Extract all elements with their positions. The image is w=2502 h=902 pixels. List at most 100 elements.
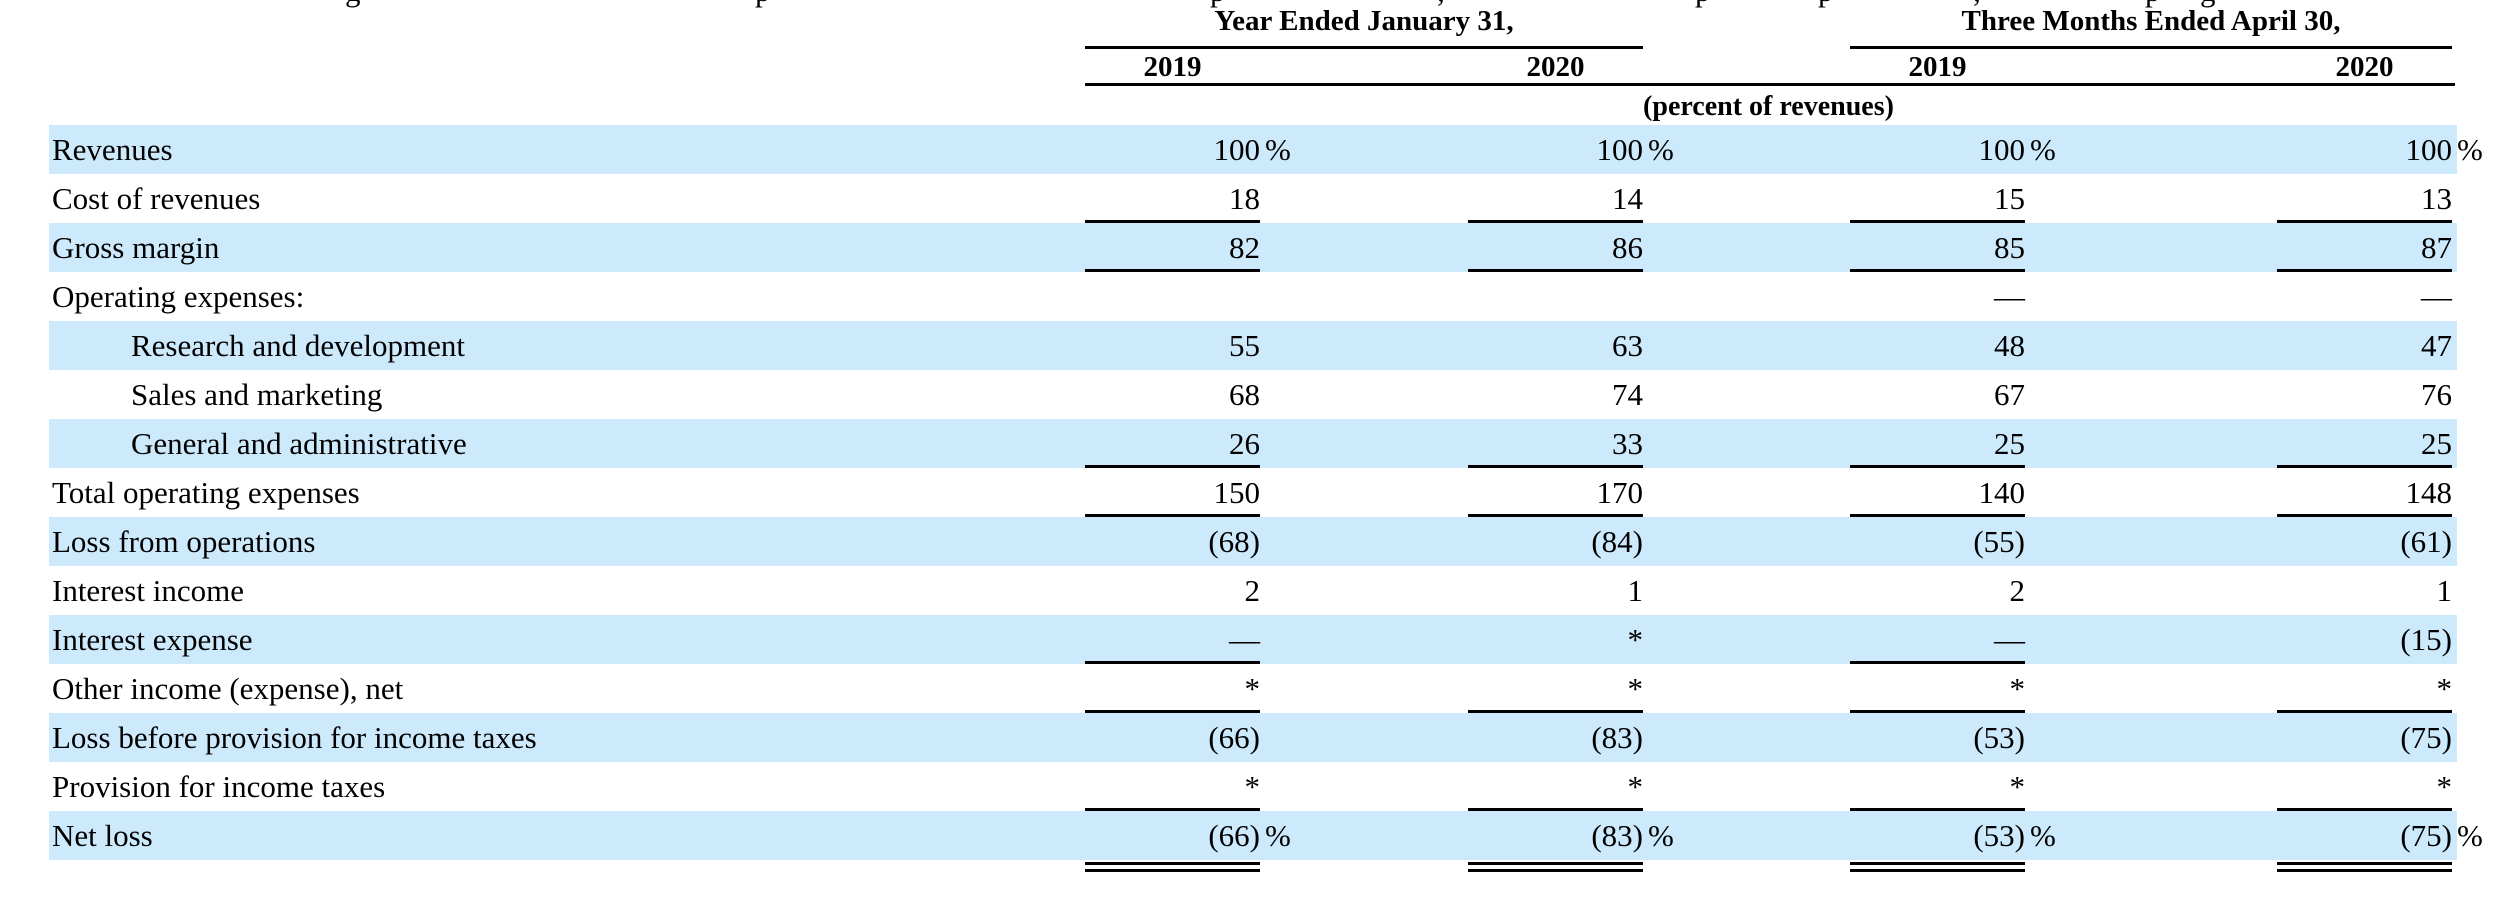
year-column-header: 2019 (1908, 51, 1967, 83)
value-cell: * (1085, 664, 1260, 713)
partial-glyph: , (1437, 0, 1445, 9)
partial-glyph: p (2145, 0, 2161, 9)
table-row: Loss from operations (68) (84) (55) (61) (0, 517, 2502, 566)
cell-value: 100 (1596, 132, 1644, 167)
value-cell: 100% (1468, 125, 1674, 174)
row-label: Research and development (131, 328, 465, 363)
row-label: Provision for income taxes (52, 769, 386, 804)
cell-value: — (1994, 279, 2025, 314)
cell-value: 67 (1994, 377, 2025, 412)
cell-value: 100 (1213, 132, 1261, 167)
row-label: Cost of revenues (52, 181, 261, 216)
table-row: Operating expenses: — — (0, 272, 2502, 321)
cell-value: 85 (1994, 230, 2025, 265)
value-cell: 76 (2277, 370, 2452, 419)
cell-value: 63 (1612, 328, 1643, 363)
cell-value: — (1229, 622, 1260, 657)
single-rule (1085, 465, 1260, 468)
cell-value: 48 (1994, 328, 2025, 363)
column-group-header-three-months: Three Months Ended April 30, (1961, 5, 2341, 37)
value-cell: (53)% (1850, 811, 2056, 872)
value-cell: 33 (1468, 419, 1643, 468)
row-label: Interest expense (52, 622, 253, 657)
cell-value: 2 (2009, 573, 2026, 608)
single-rule (1468, 710, 1643, 713)
table-row: Sales and marketing 68 74 67 76 (0, 370, 2502, 419)
cell-value: 87 (2421, 230, 2452, 265)
value-cell: 14 (1468, 174, 1643, 223)
cell-value: 55 (1229, 328, 1260, 363)
clipped-text-remnant: g p p, p p, p g (0, 0, 2502, 12)
column-group-header-year-ended: Year Ended January 31, (1214, 5, 1514, 37)
row-label: Net loss (52, 818, 153, 853)
table-row: Total operating expenses 150 170 140 148 (0, 468, 2502, 517)
row-highlight (49, 321, 2457, 370)
cell-value: (15) (2400, 622, 2452, 657)
percent-sign: % (2457, 818, 2483, 853)
cell-value: 68 (1229, 377, 1260, 412)
value-cell: 87 (2277, 223, 2452, 272)
double-rule (1850, 869, 2025, 872)
cell-value: * (1627, 622, 1644, 657)
table-row: Net loss (66)% (83)% (53)% (75)% (0, 811, 2502, 872)
table-row: Provision for income taxes * * * * (0, 762, 2502, 811)
cell-value: (66) (1208, 818, 1260, 853)
value-cell: * (1850, 762, 2025, 811)
table-row: Cost of revenues 18 14 15 13 (0, 174, 2502, 223)
row-highlight (49, 713, 2457, 762)
value-cell: (75)% (2277, 811, 2483, 872)
value-cell: (84) (1468, 517, 1643, 566)
double-rule (1468, 869, 1643, 872)
cell-value: * (2009, 769, 2026, 804)
cell-value: * (2436, 769, 2453, 804)
row-label: General and administrative (131, 426, 467, 461)
value-cell: (83) (1468, 713, 1643, 762)
value-cell: 100% (2277, 125, 2483, 174)
value-cell: (61) (2277, 517, 2452, 566)
cell-value: 26 (1229, 426, 1260, 461)
cell-value: — (2421, 279, 2452, 314)
table-row: Interest expense — * — (15) (0, 615, 2502, 664)
value-cell: * (2277, 762, 2452, 811)
value-cell: 150 (1085, 468, 1260, 517)
row-highlight (49, 419, 2457, 468)
cell-value: (53) (1973, 720, 2025, 755)
cell-value: * (1627, 769, 1644, 804)
double-rule (1850, 862, 2025, 865)
value-cell: 25 (2277, 419, 2452, 468)
cell-value: * (1627, 671, 1644, 706)
row-label: Other income (expense), net (52, 671, 404, 706)
cell-value: (84) (1591, 524, 1643, 559)
value-cell: (75) (2277, 713, 2452, 762)
cell-value: 74 (1612, 377, 1643, 412)
row-highlight (49, 125, 2457, 174)
single-rule (2277, 808, 2452, 811)
double-rule (2277, 862, 2452, 865)
single-rule (1468, 269, 1643, 272)
cell-value: 33 (1612, 426, 1643, 461)
cell-value: (83) (1591, 818, 1643, 853)
cell-value: 15 (1994, 181, 2025, 216)
single-rule (1850, 220, 2025, 223)
row-label: Revenues (52, 132, 173, 167)
cell-value: 1 (1627, 573, 1644, 608)
percent-sign: % (1265, 818, 1291, 853)
single-rule (2277, 220, 2452, 223)
table-row: Gross margin 82 86 85 87 (0, 223, 2502, 272)
single-rule (1468, 465, 1643, 468)
value-cell: (83)% (1468, 811, 1674, 872)
cell-value: (66) (1208, 720, 1260, 755)
cell-value: — (1994, 622, 2025, 657)
value-cell: (66)% (1085, 811, 1291, 872)
cell-value: * (2436, 671, 2453, 706)
value-cell: 25 (1850, 419, 2025, 468)
cell-value: (53) (1973, 818, 2025, 853)
row-highlight (49, 811, 2457, 860)
unit-note: (percent of revenues) (1643, 91, 1894, 122)
value-cell: 63 (1468, 321, 1643, 370)
cell-value: (68) (1208, 524, 1260, 559)
value-cell: 100% (1850, 125, 2056, 174)
cell-value: 140 (1978, 475, 2026, 510)
value-cell: 170 (1468, 468, 1643, 517)
percent-sign: % (1648, 818, 1674, 853)
